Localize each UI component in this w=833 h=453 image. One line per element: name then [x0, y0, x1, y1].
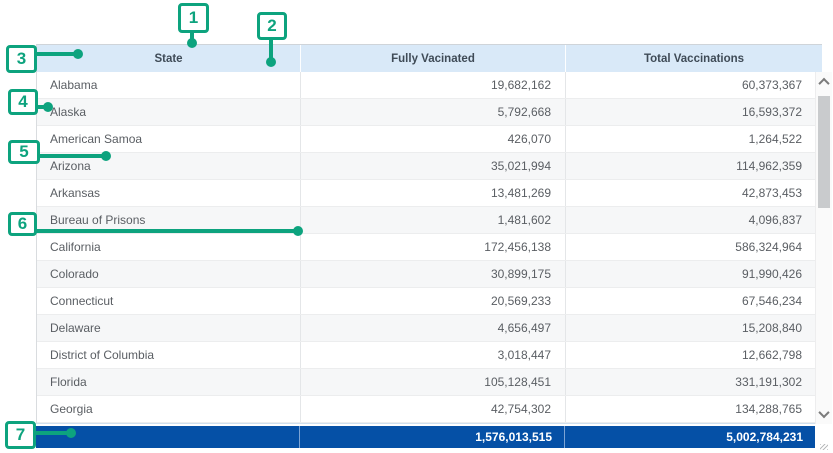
table-row[interactable]: Arizona 35,021,994 114,962,359: [37, 153, 815, 180]
column-header-fully-vaccinated[interactable]: Fully Vacinated: [301, 45, 566, 72]
fully-vaccinated-cell: 172,456,138: [301, 234, 566, 260]
fully-vaccinated-cell: 1,481,602: [301, 207, 566, 233]
scrollbar-thumb[interactable]: [818, 96, 830, 208]
state-cell: District of Columbia: [37, 342, 301, 368]
fully-vaccinated-cell: 105,128,451: [301, 369, 566, 395]
state-cell: California: [37, 234, 301, 260]
state-cell: Connecticut: [37, 288, 301, 314]
total-vaccinations-cell: 91,990,426: [741, 267, 802, 281]
table-row[interactable]: Delaware 4,656,497 15,208,840: [37, 315, 815, 342]
table-row[interactable]: Alaska 5,792,668 16,593,372: [37, 99, 815, 126]
table-row[interactable]: District of Columbia 3,018,447 12,662,79…: [37, 342, 815, 369]
state-cell: Arkansas: [37, 180, 301, 206]
state-cell: Alaska: [37, 99, 301, 125]
grip-dots-icon: [820, 444, 828, 450]
callout-number: 5: [19, 142, 29, 161]
total-vaccinations-cell: 60,373,367: [741, 78, 802, 92]
callout-stem: [190, 31, 194, 43]
column-header-total-vaccinations[interactable]: Total Vaccinations: [643, 52, 745, 65]
callout-box: 7: [5, 421, 36, 449]
table-total-row: 1,576,013,515 5,002,784,231: [36, 426, 815, 448]
fully-vaccinated-cell: 20,569,233: [301, 288, 566, 314]
callout-stem: [269, 38, 273, 62]
callout-number: 3: [16, 49, 27, 68]
scroll-up-button[interactable]: [816, 74, 832, 90]
callout-dot: [187, 38, 197, 48]
table-row[interactable]: Connecticut 20,569,233 67,546,234: [37, 288, 815, 315]
fully-vaccinated-cell: 30,899,175: [301, 261, 566, 287]
total-vaccinations-cell: 331,191,302: [735, 375, 802, 389]
callout-dot: [73, 49, 83, 59]
callout-dot: [101, 151, 111, 161]
callout-number: 4: [18, 92, 28, 111]
callout-box: 3: [6, 45, 37, 73]
callout-number: 2: [267, 16, 277, 35]
callout-stem: [34, 431, 72, 435]
total-vaccinations-cell: 114,962,359: [736, 159, 802, 173]
fully-vaccinated-cell: 4,656,497: [301, 315, 566, 341]
vertical-scrollbar[interactable]: [815, 72, 832, 424]
total-vaccinations-cell: 1,264,522: [748, 132, 802, 146]
state-cell: Arizona: [37, 153, 301, 179]
table-header-row: State Fully Vacinated Total Vaccinations: [36, 44, 822, 72]
fully-vaccinated-cell: 3,018,447: [301, 342, 566, 368]
table-row[interactable]: Colorado 30,899,175 91,990,426: [37, 261, 815, 288]
callout-stem: [35, 229, 299, 233]
fully-vaccinated-cell: 35,021,994: [301, 153, 566, 179]
callout-stem: [35, 52, 79, 56]
callout-dot: [266, 57, 276, 67]
state-cell: Colorado: [37, 261, 301, 287]
table-row[interactable]: California 172,456,138 586,324,964: [37, 234, 815, 261]
state-cell: Delaware: [37, 315, 301, 341]
total-vaccinations-cell: 134,288,765: [735, 402, 802, 416]
callout-stem: [38, 154, 107, 158]
callout-dot: [293, 226, 303, 236]
total-vaccinations-cell: 42,873,453: [741, 186, 802, 200]
callout-box: 4: [8, 89, 38, 115]
table-row[interactable]: Florida 105,128,451 331,191,302: [37, 369, 815, 396]
total-fully-vaccinated-cell: 1,576,013,515: [300, 426, 565, 448]
state-cell: American Samoa: [37, 126, 301, 152]
callout-number: 7: [15, 425, 26, 444]
state-cell: Florida: [37, 369, 301, 395]
fully-vaccinated-cell: 42,754,302: [301, 396, 566, 422]
chevron-down-icon: [818, 406, 830, 419]
total-state-cell: [36, 426, 300, 448]
table-row[interactable]: Georgia 42,754,302 134,288,765: [37, 396, 815, 423]
total-total-vaccinations-cell: 5,002,784,231: [726, 430, 803, 444]
callout-dot: [43, 102, 53, 112]
callout-box: 5: [8, 140, 40, 164]
total-vaccinations-cell: 4,096,837: [748, 213, 802, 227]
fully-vaccinated-cell: 19,682,162: [301, 72, 566, 98]
total-vaccinations-cell: 16,593,372: [741, 105, 802, 119]
callout-box: 6: [8, 212, 37, 236]
total-vaccinations-cell: 586,324,964: [735, 240, 802, 254]
callout-box: 2: [257, 12, 287, 40]
table-body[interactable]: Alabama 19,682,162 60,373,367 Alaska 5,7…: [36, 72, 815, 424]
column-header-state[interactable]: State: [37, 45, 301, 72]
total-vaccinations-cell: 15,208,840: [741, 321, 802, 335]
callout-stem: [36, 105, 49, 109]
state-cell: Georgia: [37, 396, 301, 422]
callout-dot: [66, 428, 76, 438]
fully-vaccinated-cell: 426,070: [301, 126, 566, 152]
fully-vaccinated-cell: 5,792,668: [301, 99, 566, 125]
fully-vaccinated-cell: 13,481,269: [301, 180, 566, 206]
table-row[interactable]: Alabama 19,682,162 60,373,367: [37, 72, 815, 99]
state-cell: Bureau of Prisons: [37, 207, 301, 233]
state-cell: Alabama: [37, 72, 301, 98]
callout-number: 6: [17, 214, 28, 233]
chevron-up-icon: [818, 77, 830, 90]
total-vaccinations-cell: 67,546,234: [741, 294, 802, 308]
vaccination-table: State Fully Vacinated Total Vaccinations…: [36, 44, 832, 450]
scroll-down-button[interactable]: [816, 406, 832, 422]
table-row[interactable]: Arkansas 13,481,269 42,873,453: [37, 180, 815, 207]
callout-number: 1: [188, 8, 199, 27]
total-vaccinations-cell: 12,662,798: [741, 348, 802, 362]
table-row[interactable]: Bureau of Prisons 1,481,602 4,096,837: [37, 207, 815, 234]
callout-box: 1: [178, 3, 209, 33]
table-row[interactable]: American Samoa 426,070 1,264,522: [37, 126, 815, 153]
